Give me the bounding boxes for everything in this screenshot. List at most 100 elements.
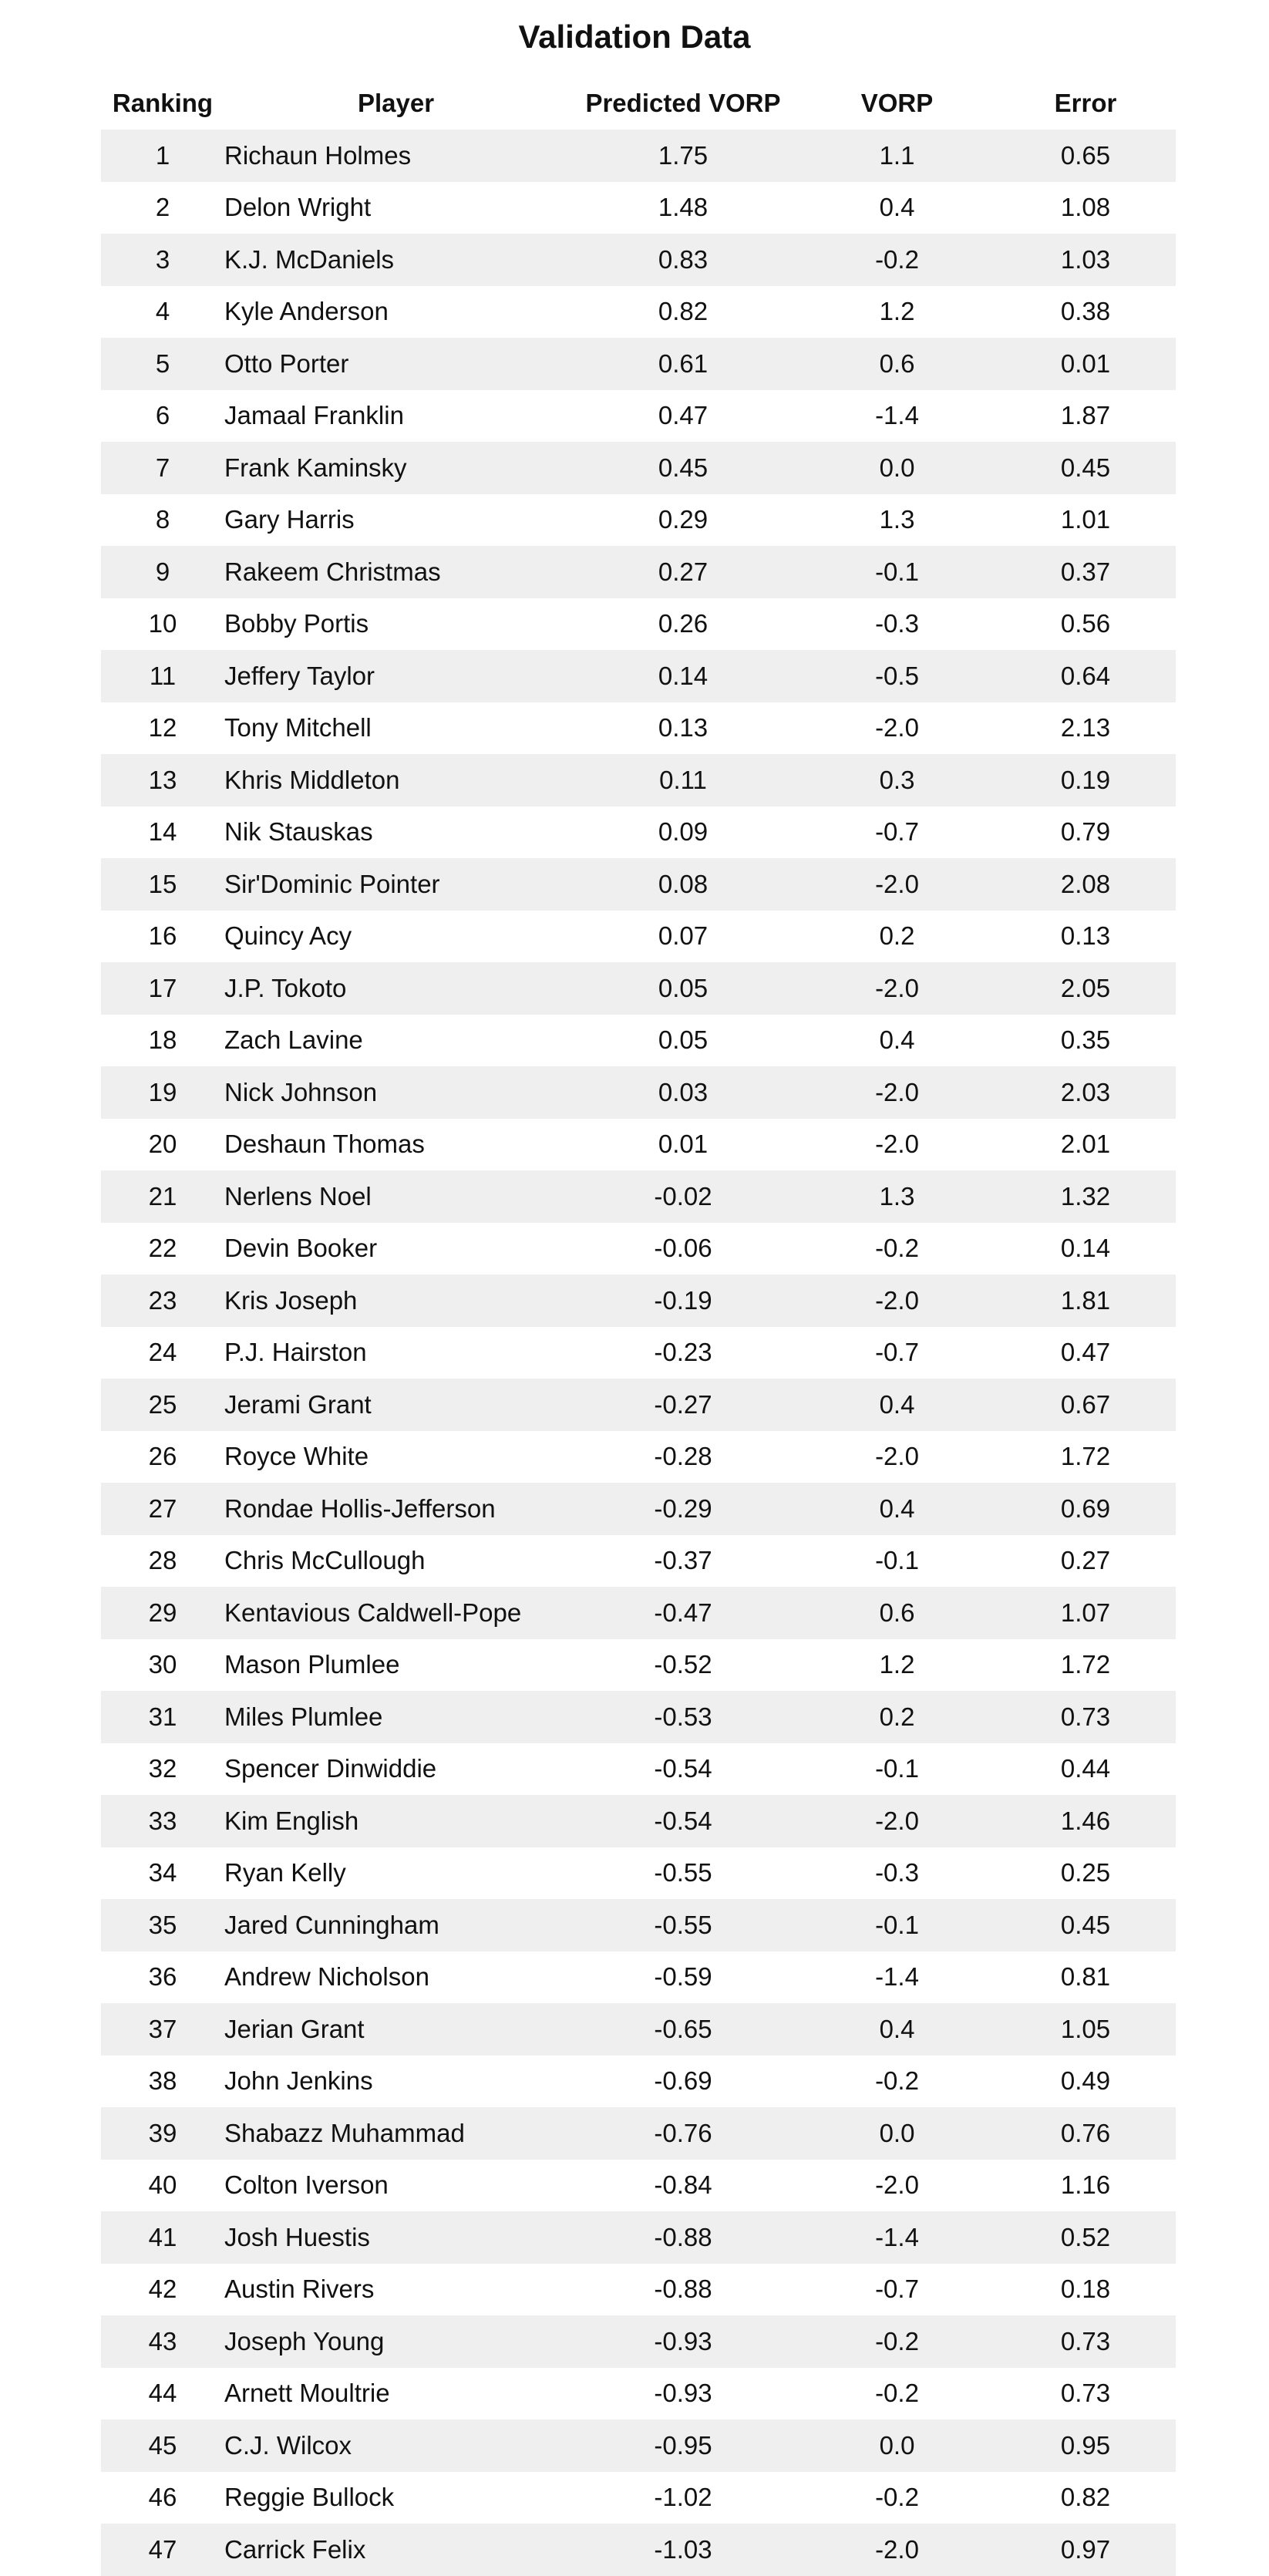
table-body: 1 Richaun Holmes 1.75 1.1 0.65 2 Delon Wright 1… bbox=[101, 130, 1176, 2576]
error-cell: 1.72 bbox=[995, 1430, 1176, 1483]
ranking-cell: 47 bbox=[101, 2524, 224, 2576]
predicted-vorp-cell: -0.23 bbox=[567, 1326, 799, 1379]
table-row: 6 Jamaal Franklin 0.47 -1.4 1.87 bbox=[101, 389, 1176, 442]
vorp-cell: 0.4 bbox=[799, 181, 995, 234]
table-row: 41 Josh Huestis -0.88 -1.4 0.52 bbox=[101, 2211, 1176, 2264]
error-cell: 0.82 bbox=[995, 2471, 1176, 2524]
player-cell: P.J. Hairston bbox=[224, 1326, 567, 1379]
error-cell: 0.45 bbox=[995, 442, 1176, 494]
table-row: 33 Kim English -0.54 -2.0 1.46 bbox=[101, 1795, 1176, 1847]
vorp-cell: -2.0 bbox=[799, 1795, 995, 1847]
player-cell: Arnett Moultrie bbox=[224, 2367, 567, 2419]
table-row: 37 Jerian Grant -0.65 0.4 1.05 bbox=[101, 2003, 1176, 2056]
vorp-cell: -1.4 bbox=[799, 2211, 995, 2264]
vorp-cell: -0.1 bbox=[799, 1743, 995, 1795]
ranking-cell: 44 bbox=[101, 2367, 224, 2419]
validation-table: Ranking Player Predicted VORP VORP Error… bbox=[101, 77, 1176, 2576]
vorp-cell: 0.3 bbox=[799, 754, 995, 806]
table-row: 43 Joseph Young -0.93 -0.2 0.73 bbox=[101, 2315, 1176, 2368]
vorp-cell: -0.2 bbox=[799, 1222, 995, 1275]
vorp-cell: -0.3 bbox=[799, 1847, 995, 1899]
predicted-vorp-cell: 1.75 bbox=[567, 130, 799, 182]
table-row: 42 Austin Rivers -0.88 -0.7 0.18 bbox=[101, 2263, 1176, 2315]
player-cell: Jared Cunningham bbox=[224, 1899, 567, 1951]
vorp-cell: -2.0 bbox=[799, 2159, 995, 2211]
ranking-cell: 19 bbox=[101, 1066, 224, 1119]
player-cell: C.J. Wilcox bbox=[224, 2419, 567, 2472]
ranking-cell: 46 bbox=[101, 2471, 224, 2524]
error-cell: 0.73 bbox=[995, 2315, 1176, 2368]
player-cell: Reggie Bullock bbox=[224, 2471, 567, 2524]
error-cell: 0.79 bbox=[995, 806, 1176, 858]
predicted-vorp-cell: -0.88 bbox=[567, 2263, 799, 2315]
error-cell: 0.27 bbox=[995, 1534, 1176, 1587]
player-cell: Devin Booker bbox=[224, 1222, 567, 1275]
table-row: 38 John Jenkins -0.69 -0.2 0.49 bbox=[101, 2055, 1176, 2107]
error-cell: 0.67 bbox=[995, 1379, 1176, 1431]
table-row: 17 J.P. Tokoto 0.05 -2.0 2.05 bbox=[101, 962, 1176, 1015]
vorp-cell: 0.6 bbox=[799, 1587, 995, 1639]
ranking-cell: 43 bbox=[101, 2315, 224, 2368]
table-row: 21 Nerlens Noel -0.02 1.3 1.32 bbox=[101, 1170, 1176, 1223]
ranking-cell: 16 bbox=[101, 910, 224, 962]
predicted-vorp-cell: 0.14 bbox=[567, 650, 799, 702]
error-cell: 2.05 bbox=[995, 962, 1176, 1015]
header-row: Ranking Player Predicted VORP VORP Error bbox=[101, 77, 1176, 130]
error-cell: 0.73 bbox=[995, 1691, 1176, 1743]
vorp-cell: -0.2 bbox=[799, 2315, 995, 2368]
vorp-cell: 0.0 bbox=[799, 2419, 995, 2472]
vorp-cell: 1.3 bbox=[799, 1170, 995, 1223]
vorp-cell: -2.0 bbox=[799, 1430, 995, 1483]
table-row: 16 Quincy Acy 0.07 0.2 0.13 bbox=[101, 910, 1176, 962]
table-row: 44 Arnett Moultrie -0.93 -0.2 0.73 bbox=[101, 2367, 1176, 2419]
error-cell: 2.08 bbox=[995, 858, 1176, 911]
predicted-vorp-cell: -0.27 bbox=[567, 1379, 799, 1431]
ranking-cell: 21 bbox=[101, 1170, 224, 1223]
vorp-cell: -0.2 bbox=[799, 2055, 995, 2107]
error-cell: 1.46 bbox=[995, 1795, 1176, 1847]
error-cell: 0.19 bbox=[995, 754, 1176, 806]
ranking-cell: 23 bbox=[101, 1275, 224, 1327]
vorp-cell: 0.2 bbox=[799, 910, 995, 962]
vorp-cell: -0.2 bbox=[799, 2367, 995, 2419]
vorp-cell: 0.0 bbox=[799, 442, 995, 494]
vorp-cell: 0.6 bbox=[799, 338, 995, 390]
table-row: 39 Shabazz Muhammad -0.76 0.0 0.76 bbox=[101, 2107, 1176, 2160]
predicted-vorp-cell: -0.06 bbox=[567, 1222, 799, 1275]
ranking-cell: 32 bbox=[101, 1743, 224, 1795]
error-cell: 0.25 bbox=[995, 1847, 1176, 1899]
vorp-cell: -2.0 bbox=[799, 1275, 995, 1327]
table-row: 46 Reggie Bullock -1.02 -0.2 0.82 bbox=[101, 2471, 1176, 2524]
ranking-cell: 27 bbox=[101, 1483, 224, 1535]
header-ranking: Ranking bbox=[101, 77, 224, 130]
error-cell: 0.56 bbox=[995, 598, 1176, 650]
predicted-vorp-cell: -0.65 bbox=[567, 2003, 799, 2056]
vorp-cell: -0.7 bbox=[799, 1326, 995, 1379]
predicted-vorp-cell: -0.37 bbox=[567, 1534, 799, 1587]
player-cell: Tony Mitchell bbox=[224, 702, 567, 754]
player-cell: Sir'Dominic Pointer bbox=[224, 858, 567, 911]
vorp-cell: -2.0 bbox=[799, 2524, 995, 2576]
predicted-vorp-cell: 0.05 bbox=[567, 1014, 799, 1066]
table-row: 34 Ryan Kelly -0.55 -0.3 0.25 bbox=[101, 1847, 1176, 1899]
vorp-cell: -0.2 bbox=[799, 2471, 995, 2524]
vorp-cell: -0.7 bbox=[799, 2263, 995, 2315]
error-cell: 0.97 bbox=[995, 2524, 1176, 2576]
predicted-vorp-cell: -0.54 bbox=[567, 1795, 799, 1847]
error-cell: 0.01 bbox=[995, 338, 1176, 390]
header-player: Player bbox=[224, 77, 567, 130]
player-cell: Otto Porter bbox=[224, 338, 567, 390]
player-cell: Royce White bbox=[224, 1430, 567, 1483]
predicted-vorp-cell: -0.76 bbox=[567, 2107, 799, 2160]
error-cell: 0.49 bbox=[995, 2055, 1176, 2107]
predicted-vorp-cell: -0.52 bbox=[567, 1638, 799, 1691]
table-row: 40 Colton Iverson -0.84 -2.0 1.16 bbox=[101, 2159, 1176, 2211]
player-cell: Delon Wright bbox=[224, 181, 567, 234]
table-title: Validation Data bbox=[518, 19, 751, 55]
ranking-cell: 39 bbox=[101, 2107, 224, 2160]
player-cell: Rondae Hollis-Jefferson bbox=[224, 1483, 567, 1535]
error-cell: 1.81 bbox=[995, 1275, 1176, 1327]
predicted-vorp-cell: 0.09 bbox=[567, 806, 799, 858]
ranking-cell: 12 bbox=[101, 702, 224, 754]
player-cell: Shabazz Muhammad bbox=[224, 2107, 567, 2160]
